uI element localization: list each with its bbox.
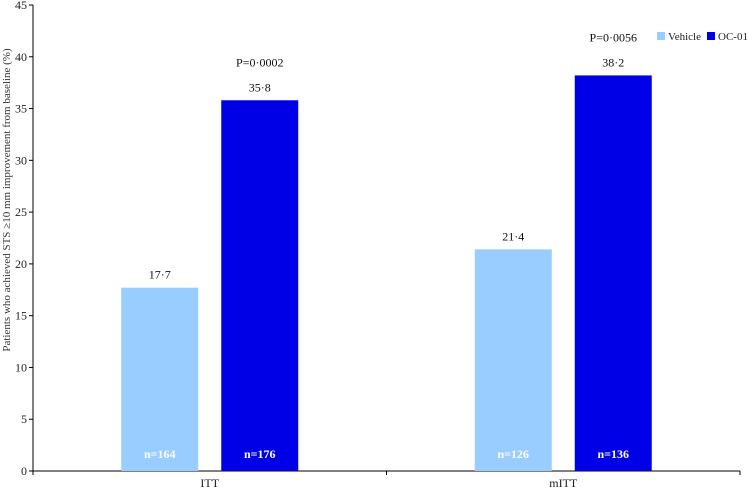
x-tick-label: ITT: [200, 476, 219, 489]
y-tick-label: 15: [15, 309, 27, 323]
y-tick-label: 10: [15, 360, 27, 374]
bar-value-label: 38·2: [602, 55, 624, 69]
bar-n-label: n=136: [597, 447, 629, 461]
bar-n-label: n=126: [497, 447, 529, 461]
bar-vehicle: [474, 249, 552, 471]
p-value-label: P=0·0002: [236, 55, 283, 69]
y-tick-label: 35: [15, 102, 27, 116]
y-tick-label: 20: [15, 257, 27, 271]
bars: [121, 75, 652, 471]
legend: Vehicle OC-01: [657, 31, 748, 43]
legend-label: OC-01: [718, 31, 748, 43]
p-value-label: P=0·0056: [590, 30, 637, 44]
bar-vehicle: [121, 287, 199, 471]
y-tick-label: 40: [15, 50, 27, 64]
legend-label: Vehicle: [668, 31, 701, 43]
y-axis-label: Patients who achieved STS ≥10 mm improve…: [1, 48, 13, 352]
bar-n-label: n=176: [244, 447, 276, 461]
bar-n-label: n=164: [144, 447, 176, 461]
legend-swatch: [657, 32, 665, 40]
bar-oc-01: [221, 100, 299, 471]
x-tick-label: mITT: [549, 476, 578, 489]
bar-value-label: 17·7: [149, 268, 171, 282]
y-tick-label: 5: [21, 412, 27, 426]
y-tick-label: 0: [21, 464, 27, 478]
legend-swatch: [707, 32, 715, 40]
bar-value-label: 21·4: [502, 229, 524, 243]
bar-value-label: 35·8: [249, 80, 271, 94]
y-tick-label: 25: [15, 205, 27, 219]
bar-oc-01: [574, 75, 652, 471]
y-tick-label: 45: [15, 0, 27, 12]
y-tick-label: 30: [15, 153, 27, 167]
labels: 17·7 n=164 35·8 n=176 P=0·0002 21·4 n=126 38·2 n…: [144, 30, 637, 461]
